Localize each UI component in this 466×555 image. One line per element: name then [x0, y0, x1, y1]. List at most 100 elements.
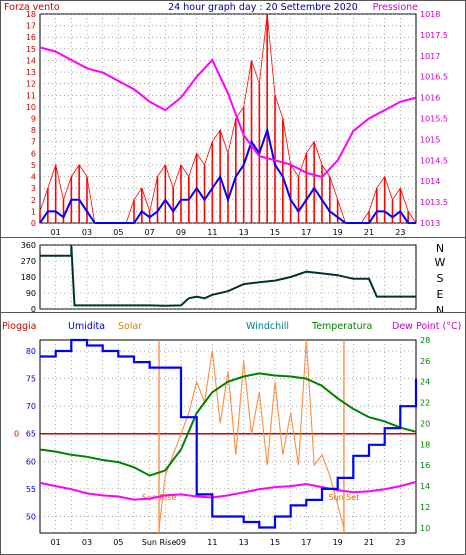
- sunset-label: Sun Set: [328, 493, 359, 502]
- temperature-tick-label: 14: [420, 482, 430, 491]
- x-tick-label: 21: [364, 538, 374, 547]
- wind-tick-label: 13: [26, 68, 36, 77]
- wind-tick-label: 14: [26, 56, 36, 65]
- temperature-tick-label: 12: [420, 503, 430, 512]
- x-tick-label: 23: [395, 538, 405, 547]
- wind-tick-label: 9: [31, 115, 36, 124]
- humidity-tick-label: 50: [26, 512, 36, 521]
- dewpoint-label: Dew Point (°C): [392, 321, 461, 332]
- compass-label: N: [436, 242, 444, 255]
- direction-tick-label: 270: [21, 257, 36, 266]
- x-tick-label: 17: [301, 228, 311, 237]
- pressure-tick-label: 1013: [420, 219, 440, 228]
- x-tick-label: 13: [239, 538, 249, 547]
- x-tick-sunrise: Sun Rise: [142, 538, 177, 547]
- temperature-tick-label: 20: [420, 419, 430, 428]
- pressure-tick-label: 1016.5: [420, 73, 448, 82]
- temperature-tick-label: 26: [420, 357, 430, 366]
- compass-label: W: [435, 256, 446, 269]
- x-tick-label: 03: [82, 228, 92, 237]
- rain-value-label: 0: [14, 430, 19, 439]
- humidity-line: [40, 338, 418, 529]
- humidity-tick-label: 60: [26, 457, 36, 466]
- x-tick-label: 19: [333, 538, 343, 547]
- pressure-tick-label: 1018: [420, 10, 440, 19]
- wind-tick-label: 3: [31, 184, 36, 193]
- wind-pressure-panel: [0, 0, 466, 238]
- compass-label: N: [436, 304, 444, 317]
- wind-direction-line: [40, 244, 416, 307]
- chart-title: 24 hour graph day : 20 Settembre 2020: [168, 2, 358, 13]
- temperature-tick-label: 24: [420, 378, 430, 387]
- wind-tick-label: 2: [31, 196, 36, 205]
- solar-label: Solar: [118, 321, 142, 332]
- humidity-tick-label: 55: [26, 485, 36, 494]
- humidity-label: Umidita: [68, 321, 105, 332]
- pressure-tick-label: 1017: [420, 52, 440, 61]
- wind-tick-label: 6: [31, 149, 36, 158]
- direction-tick-label: 90: [26, 289, 36, 298]
- pressure-tick-label: 1013.5: [420, 198, 448, 207]
- pressure-tick-label: 1014.5: [420, 156, 448, 165]
- direction-tick-label: 180: [21, 273, 36, 282]
- wind-axis-title: Forza vento: [4, 2, 60, 13]
- pressure-line: [39, 46, 417, 179]
- x-tick-label: 15: [270, 228, 280, 237]
- temperature-line: [39, 372, 417, 477]
- pressure-tick-label: 1015.5: [420, 115, 448, 124]
- solar-line: [158, 339, 345, 528]
- pressure-tick-label: 1015: [420, 135, 440, 144]
- x-tick-label: 11: [207, 228, 217, 237]
- x-tick-label: 01: [51, 228, 61, 237]
- x-tick-label: 21: [364, 228, 374, 237]
- windchill-label: Windchill: [246, 321, 289, 332]
- temperature-label: Temperatura: [311, 321, 372, 332]
- x-tick-label: 07: [145, 228, 155, 237]
- wind-tick-label: 5: [31, 161, 36, 170]
- x-tick-label: 01: [51, 538, 61, 547]
- x-tick-label: 05: [113, 538, 123, 547]
- humidity-tick-label: 80: [26, 347, 36, 356]
- wind-tick-label: 1: [31, 207, 36, 216]
- wind-tick-label: 8: [31, 126, 36, 135]
- x-tick-label: 13: [239, 228, 249, 237]
- x-tick-label: 15: [270, 538, 280, 547]
- temperature-tick-label: 18: [420, 440, 430, 449]
- compass-label: S: [437, 272, 444, 285]
- rain-label: Pioggia: [2, 321, 37, 332]
- wind-tick-label: 4: [31, 173, 36, 182]
- x-tick-label: 09: [176, 538, 186, 547]
- pressure-tick-label: 1014: [420, 177, 440, 186]
- direction-tick-label: 360: [21, 241, 36, 250]
- wind-tick-label: 11: [26, 91, 36, 100]
- x-tick-label: 19: [333, 228, 343, 237]
- temperature-tick-label: 22: [420, 399, 430, 408]
- temperature-tick-label: 16: [420, 461, 430, 470]
- wind-tick-label: 7: [31, 138, 36, 147]
- wind-tick-label: 15: [26, 45, 36, 54]
- wind-tick-label: 0: [31, 219, 36, 228]
- x-tick-label: 09: [176, 228, 186, 237]
- wind-tick-label: 10: [26, 103, 36, 112]
- humidity-tick-label: 65: [26, 430, 36, 439]
- wind-average-line: [39, 126, 416, 224]
- wind-tick-label: 18: [26, 10, 36, 19]
- temperature-tick-label: 28: [420, 336, 430, 345]
- temperature-tick-label: 10: [420, 524, 430, 533]
- x-tick-label: 05: [113, 228, 123, 237]
- pressure-tick-label: 1016: [420, 94, 440, 103]
- x-tick-label: 17: [301, 538, 311, 547]
- humidity-tick-label: 70: [26, 402, 36, 411]
- wind-tick-label: 16: [26, 33, 36, 42]
- pressure-axis-title: Pressione: [373, 2, 418, 13]
- humidity-tick-label: 75: [26, 375, 36, 384]
- wind-tick-label: 12: [26, 80, 36, 89]
- wind-tick-label: 17: [26, 22, 36, 31]
- dewpoint-line: [39, 480, 417, 501]
- x-tick-label: 03: [82, 538, 92, 547]
- x-tick-label: 23: [395, 228, 405, 237]
- x-tick-label: 11: [207, 538, 217, 547]
- compass-label: E: [437, 288, 444, 301]
- direction-tick-label: 0: [31, 305, 36, 314]
